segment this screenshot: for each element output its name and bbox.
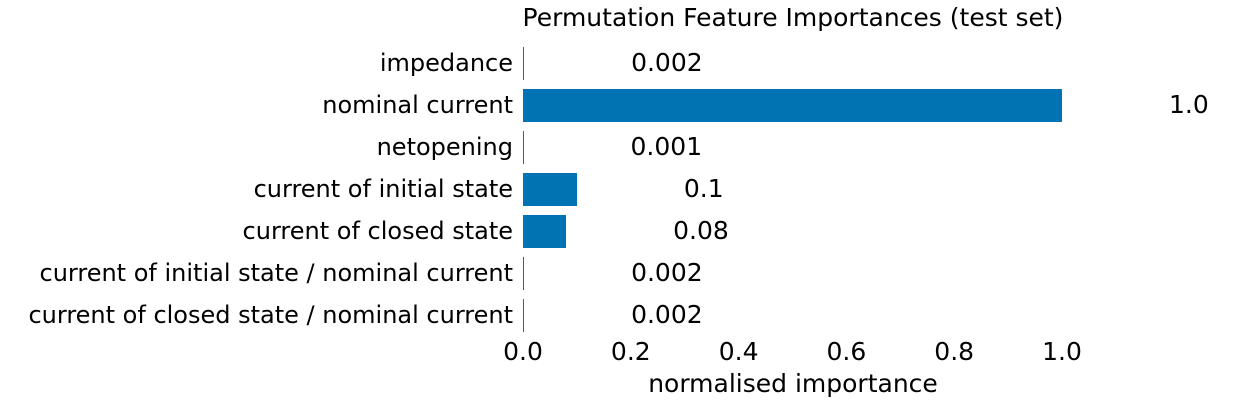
bar [523, 298, 525, 332]
bar [523, 214, 567, 248]
x-tick-label: 0.6 [826, 337, 867, 366]
category-label: current of initial state / nominal curre… [39, 259, 513, 287]
bar-value-label: 0.001 [630, 132, 703, 161]
bar [523, 256, 525, 290]
bar-value-label: 0.002 [631, 258, 703, 287]
bar [523, 46, 525, 80]
x-tick-label: 0.2 [610, 337, 651, 366]
category-label: impedance [379, 49, 513, 77]
bar [523, 88, 1062, 122]
bar-value-label: 0.002 [631, 300, 703, 329]
bar [523, 172, 577, 206]
bar [523, 130, 524, 164]
x-tick-label: 0.0 [503, 337, 543, 366]
x-tick-label: 0.4 [718, 337, 759, 366]
bar-value-label: 0.08 [673, 216, 729, 245]
bar-value-label: 0.002 [631, 48, 703, 77]
bar-value-label: 0.1 [683, 174, 724, 203]
category-label: netopening [376, 133, 513, 161]
x-tick-label: 0.8 [934, 337, 975, 366]
category-label: current of closed state / nominal curren… [28, 301, 513, 329]
chart-title: Permutation Feature Importances (test se… [522, 3, 1064, 32]
category-label: current of closed state [242, 217, 513, 245]
x-axis-label: normalised importance [648, 369, 938, 398]
bar-value-label: 1.0 [1169, 90, 1209, 119]
category-label: nominal current [322, 91, 513, 119]
category-label: current of initial state [253, 175, 513, 203]
x-tick-label: 1.0 [1042, 337, 1082, 366]
